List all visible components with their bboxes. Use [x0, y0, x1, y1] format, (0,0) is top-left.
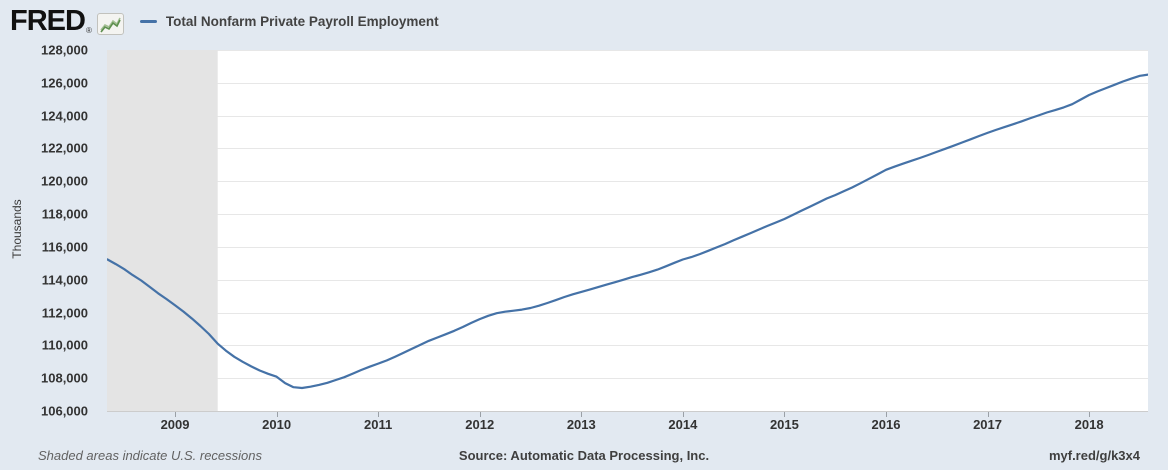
- plot-background: [107, 50, 1148, 411]
- x-axis-label: 2016: [871, 417, 901, 432]
- y-axis-label: 114,000: [41, 272, 88, 288]
- source-label: Source: Automatic Data Processing, Inc.: [458, 448, 710, 463]
- y-axis-label: 124,000: [41, 108, 88, 124]
- x-axis-label: 2009: [160, 417, 190, 432]
- footer: Shaded areas indicate U.S. recessions So…: [0, 446, 1168, 468]
- x-axis-label: 2014: [668, 417, 698, 432]
- y-axis-label: 108,000: [41, 370, 88, 386]
- y-axis-label: 118,000: [41, 206, 88, 222]
- x-axis-label: 2010: [262, 417, 292, 432]
- x-axis-label: 2017: [973, 417, 1002, 432]
- y-axis-labels: 106,000 108,000 110,000 112,000 114,000 116,0…: [0, 0, 88, 470]
- x-axis-label: 2011: [364, 417, 393, 432]
- series-line-swatch: [139, 19, 157, 23]
- header: FRED ® Total Nonfarm Private Payroll Emp…: [0, 0, 1168, 42]
- recession-band: [107, 50, 218, 411]
- x-axis-label: 2015: [769, 417, 799, 432]
- y-axis-label: 110,000: [41, 337, 88, 353]
- short-url: myf.red/g/k3x4: [1048, 448, 1140, 463]
- x-axis-label: 2012: [465, 417, 495, 432]
- x-axis-label: 2013: [566, 417, 596, 432]
- y-axis-label: 112,000: [41, 305, 88, 321]
- y-axis-label: 106,000: [41, 403, 88, 419]
- data-line: [107, 73, 1148, 390]
- fred-logo-text: FRED: [10, 4, 86, 37]
- registered-trademark-symbol: ®: [85, 25, 92, 35]
- series-label: Total Nonfarm Private Payroll Employment: [165, 13, 439, 29]
- legend: Total Nonfarm Private Payroll Employment: [139, 13, 439, 29]
- sparkline-chart-icon: [96, 12, 124, 35]
- y-axis-label: 120,000: [41, 173, 88, 189]
- x-axis-label: 2018: [1074, 417, 1104, 432]
- y-axis-label: 128,000: [41, 42, 88, 58]
- y-axis-label: 126,000: [41, 75, 88, 91]
- y-axis-label: 122,000: [41, 140, 88, 156]
- recession-note: Shaded areas indicate U.S. recessions: [38, 448, 263, 463]
- fred-logo[interactable]: FRED ®: [10, 4, 124, 37]
- x-axis-labels: 2009 2010 2011 2012 2013 2014 2015 2016 2017 2018: [0, 417, 1168, 433]
- y-axis-label: 116,000: [41, 239, 88, 255]
